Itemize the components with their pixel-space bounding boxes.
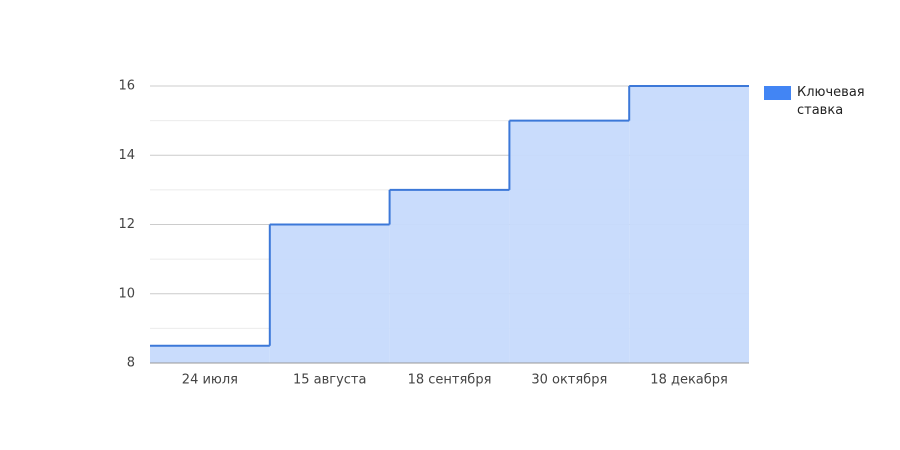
y-tick-label: 12 — [118, 217, 135, 232]
area-step — [629, 86, 749, 363]
legend-label: Ключевая ставка — [797, 85, 865, 118]
x-tick-label: 24 июля — [182, 373, 238, 388]
y-tick-label: 10 — [118, 286, 135, 301]
y-tick-label: 16 — [118, 79, 135, 94]
area-step — [389, 189, 510, 363]
y-tick-label: 8 — [127, 356, 135, 371]
legend: Ключевая ставка — [764, 84, 877, 120]
legend-swatch — [764, 86, 791, 100]
area-step — [269, 224, 390, 363]
area-step — [509, 120, 630, 363]
x-tick-label: 15 августа — [293, 373, 367, 388]
x-tick-label: 18 декабря — [650, 373, 728, 388]
y-tick-label: 14 — [118, 148, 135, 163]
area-step — [150, 345, 270, 363]
x-tick-label: 18 сентября — [408, 373, 492, 388]
x-tick-label: 30 октября — [531, 373, 607, 388]
